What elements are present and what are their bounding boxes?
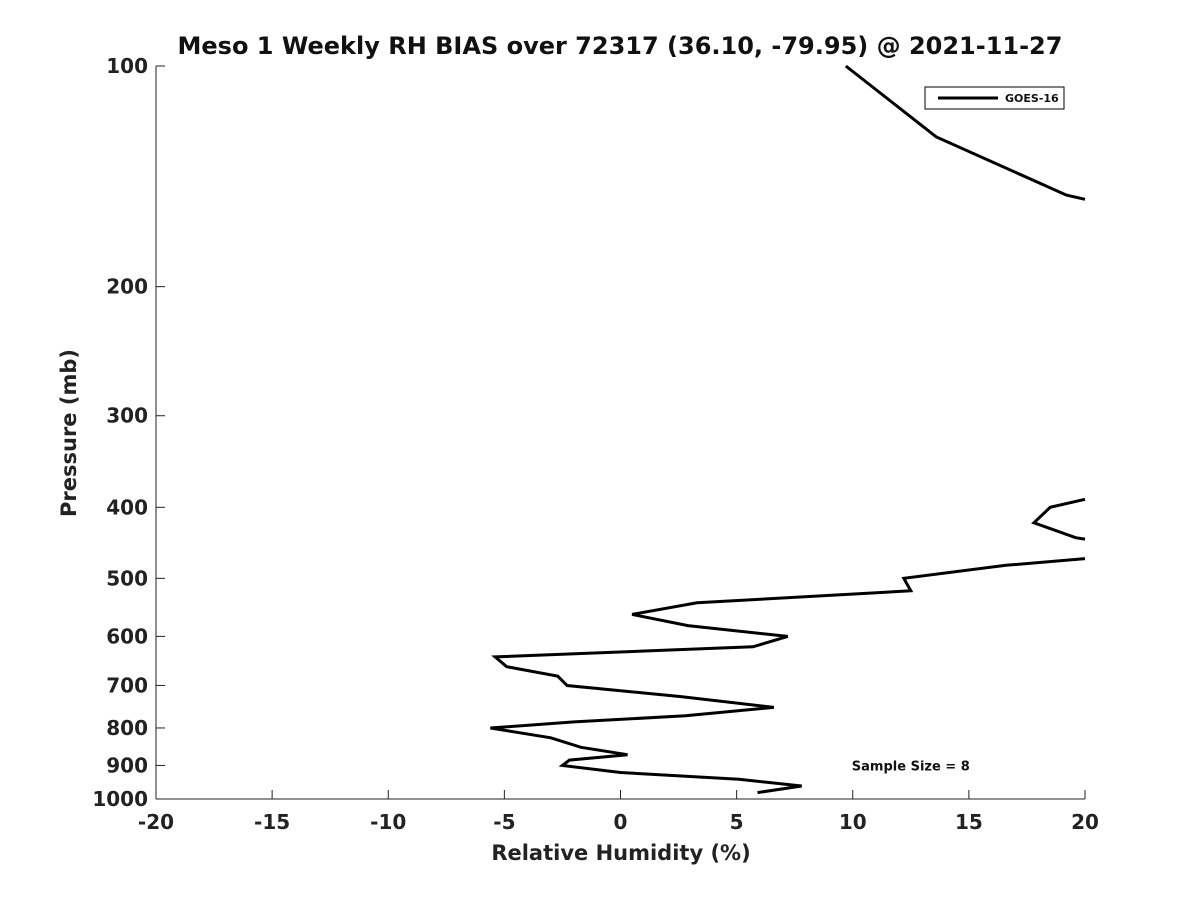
x-axis: -20 -15 -10 -5 0 5 10 15 20 — [138, 790, 1099, 834]
y-tick-label: 300 — [106, 404, 148, 428]
y-tick-label: 500 — [106, 566, 148, 590]
y-axis: 100 200 300 400 500 600 700 800 900 1000 — [92, 54, 165, 811]
x-tick-label: 20 — [1071, 810, 1099, 834]
x-tick-label: -5 — [493, 810, 515, 834]
y-tick-label: 1000 — [92, 787, 148, 811]
y-tick-label: 900 — [106, 753, 148, 777]
series-line-goes-16 — [844, 64, 1086, 201]
y-tick-label: 200 — [106, 275, 148, 299]
y-tick-label: 400 — [106, 495, 148, 519]
x-tick-label: 10 — [839, 810, 867, 834]
y-axis-label: Pressure (mb) — [57, 349, 81, 517]
series-line-goes-16 — [490, 557, 1086, 795]
x-tick-label: -10 — [370, 810, 406, 834]
y-tick-label: 700 — [106, 673, 148, 697]
x-tick-label: -15 — [254, 810, 290, 834]
plot-area — [155, 66, 1085, 800]
series-layer — [490, 64, 1086, 795]
y-tick-label: 800 — [106, 716, 148, 740]
legend: GOES-16 — [924, 86, 1065, 110]
x-tick-label: -20 — [138, 810, 174, 834]
chart-title: Meso 1 Weekly RH BIAS over 72317 (36.10,… — [178, 32, 1063, 60]
series-line-goes-16 — [1031, 497, 1086, 541]
x-tick-label: 15 — [955, 810, 983, 834]
y-tick-label: 100 — [106, 54, 148, 78]
legend-label-goes-16: GOES-16 — [1005, 92, 1059, 105]
x-axis-label: Relative Humidity (%) — [491, 841, 750, 865]
x-tick-label: 0 — [614, 810, 628, 834]
sample-size-annotation: Sample Size = 8 — [852, 760, 970, 775]
y-tick-label: 600 — [106, 624, 148, 648]
x-tick-label: 5 — [730, 810, 744, 834]
